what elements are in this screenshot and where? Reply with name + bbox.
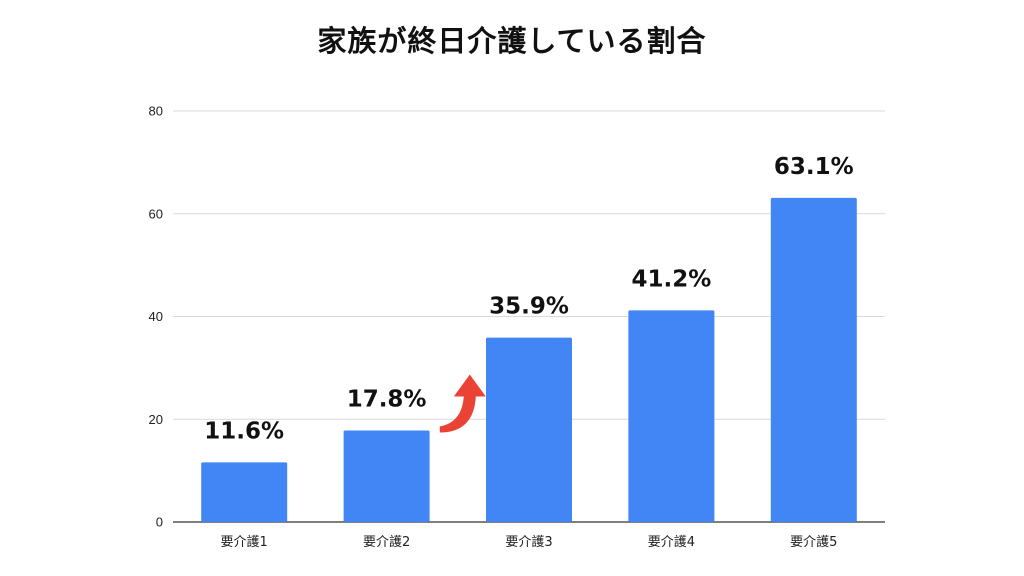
- y-tick-label: 60: [149, 206, 163, 221]
- data-label: 35.9%: [489, 294, 569, 320]
- chart-title: 家族が終日介護している割合: [317, 24, 707, 58]
- x-tick-label: 要介護1: [221, 534, 268, 550]
- data-label: 17.8%: [347, 387, 427, 413]
- x-tick-label: 要介護5: [790, 534, 837, 550]
- data-label: 41.2%: [632, 266, 712, 292]
- y-tick-label: 40: [149, 309, 163, 324]
- data-label: 11.6%: [204, 418, 284, 444]
- bar: [486, 337, 572, 522]
- arrow-up-right-icon: [439, 374, 486, 433]
- bar: [201, 462, 288, 522]
- x-tick-label: 要介護2: [363, 534, 410, 550]
- y-tick-label: 0: [156, 515, 163, 530]
- y-tick-label: 20: [149, 412, 163, 427]
- x-tick-label: 要介護4: [648, 534, 695, 550]
- y-tick-label: 80: [149, 104, 163, 119]
- bar: [770, 197, 857, 523]
- data-label: 63.1%: [774, 154, 854, 180]
- bar: [628, 310, 715, 522]
- bar: [343, 430, 430, 522]
- x-tick-label: 要介護3: [505, 534, 552, 550]
